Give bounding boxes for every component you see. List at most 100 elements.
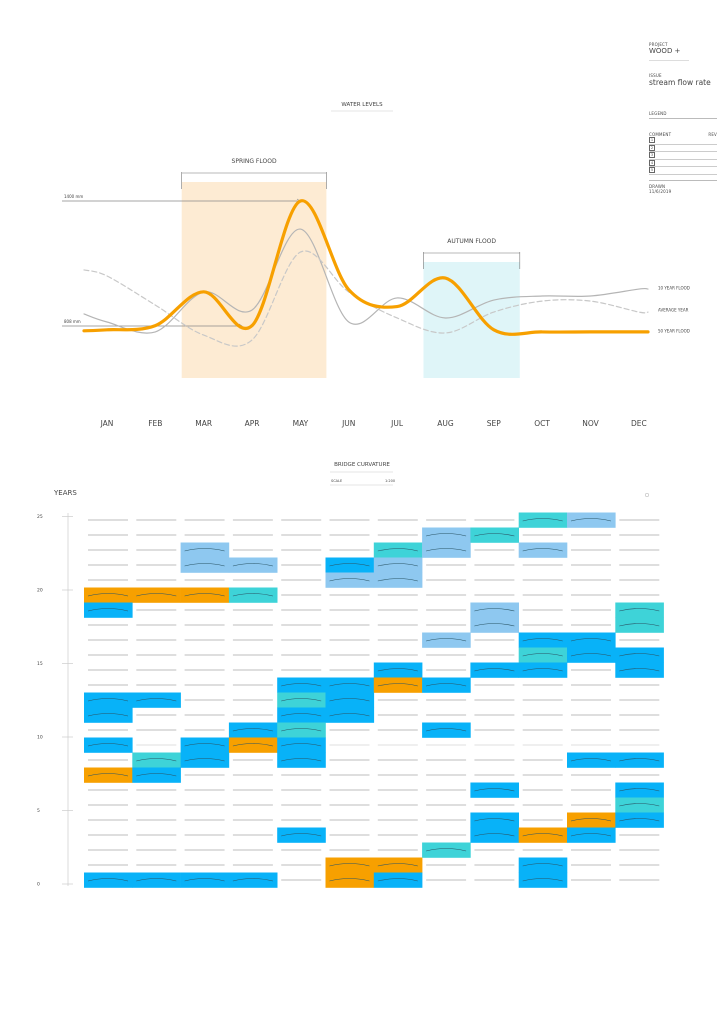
y-tick-label: 5 bbox=[37, 808, 40, 814]
curvature-arc bbox=[426, 683, 467, 687]
comment-row: 4 bbox=[649, 159, 717, 167]
curvature-cell bbox=[615, 602, 664, 618]
curvature-arc bbox=[377, 668, 418, 672]
curvature-cell bbox=[373, 662, 423, 678]
series-label: 10 YEAR FLOOD bbox=[658, 286, 690, 291]
curvature-cell bbox=[518, 542, 568, 558]
curvature-arc bbox=[619, 788, 660, 792]
curvature-arc bbox=[281, 713, 322, 717]
curvature-cell bbox=[615, 617, 664, 633]
curvature-arc bbox=[474, 818, 515, 822]
curvature-cell bbox=[422, 722, 471, 738]
divider bbox=[649, 179, 717, 181]
curvature-arc bbox=[87, 773, 129, 777]
curvature-cell bbox=[518, 512, 568, 528]
curvature-cell bbox=[277, 827, 326, 843]
curvature-arc bbox=[232, 593, 273, 597]
title-block: PROJECT WOOD + ISSUE stream flow rate LE… bbox=[649, 42, 717, 194]
curvature-cell bbox=[470, 812, 519, 828]
curvature-arc bbox=[329, 878, 370, 882]
curvature-arc bbox=[232, 743, 273, 747]
curvature-arc bbox=[136, 758, 177, 762]
curvature-cell bbox=[615, 662, 664, 678]
curvature-arc bbox=[570, 638, 612, 642]
curvature-cell bbox=[518, 632, 568, 648]
month-label: JUL bbox=[390, 419, 404, 428]
curvature-cell bbox=[373, 857, 423, 873]
curvature-arc bbox=[426, 848, 467, 852]
curvature-arc bbox=[87, 593, 129, 597]
curvature-arc bbox=[619, 758, 660, 762]
comment-number: 3 bbox=[649, 152, 655, 159]
y-tick-label: 0 bbox=[37, 882, 40, 888]
month-label: MAY bbox=[293, 419, 309, 428]
curvature-arc bbox=[329, 698, 370, 702]
curvature-arc bbox=[281, 698, 322, 702]
curvature-cell bbox=[132, 872, 181, 888]
curvature-arc bbox=[281, 833, 322, 837]
curvature-cell bbox=[325, 872, 375, 888]
bridge-curvature-title: BRIDGE CURVATURE bbox=[334, 462, 390, 468]
curvature-cell bbox=[518, 857, 568, 873]
curvature-cell bbox=[615, 752, 664, 768]
month-label: DEC bbox=[631, 419, 647, 428]
month-label: AUG bbox=[437, 419, 454, 428]
curvature-cell bbox=[615, 797, 664, 813]
curvature-arc bbox=[474, 788, 515, 792]
curvature-cell bbox=[615, 812, 664, 828]
curvature-arc bbox=[474, 833, 515, 837]
curvature-cell bbox=[228, 587, 278, 603]
curvature-arc bbox=[184, 758, 225, 762]
curvature-cell bbox=[567, 632, 616, 648]
period-label: SPRING FLOOD bbox=[232, 158, 277, 165]
curvature-cell bbox=[470, 662, 519, 678]
project-subtitle-line bbox=[649, 58, 689, 61]
comment-row: 5 bbox=[649, 167, 717, 175]
curvature-arc bbox=[136, 773, 177, 777]
curvature-arc bbox=[377, 878, 418, 882]
curvature-cell bbox=[228, 737, 278, 753]
series-label: 50 YEAR FLOOD bbox=[658, 329, 690, 334]
month-label: JUN bbox=[341, 419, 355, 428]
curvature-arc bbox=[329, 563, 370, 567]
curvature-arc bbox=[522, 833, 563, 837]
curvature-arc bbox=[87, 878, 129, 882]
curvature-arc bbox=[426, 638, 467, 642]
curvature-arc bbox=[136, 698, 177, 702]
curvature-arc bbox=[570, 833, 612, 837]
curvature-arc bbox=[474, 533, 515, 537]
curvature-cell bbox=[567, 812, 616, 828]
month-label: FEB bbox=[148, 419, 162, 428]
curvature-cell bbox=[84, 707, 133, 723]
project-label: PROJECT bbox=[649, 42, 668, 47]
curvature-cell bbox=[180, 737, 230, 753]
curvature-arc bbox=[522, 518, 563, 522]
curvature-cell bbox=[373, 572, 423, 588]
curvature-cell bbox=[470, 827, 519, 843]
curvature-arc bbox=[184, 743, 225, 747]
month-label: OCT bbox=[534, 419, 550, 428]
curvature-arc bbox=[619, 668, 660, 672]
curvature-arc bbox=[281, 728, 322, 732]
curvature-cell bbox=[325, 677, 375, 693]
curvature-arc bbox=[232, 878, 273, 882]
curvature-arc bbox=[426, 548, 467, 552]
curvature-cell bbox=[132, 692, 181, 708]
curvature-cell bbox=[277, 677, 326, 693]
month-label: APR bbox=[245, 419, 260, 428]
curvature-arc bbox=[232, 563, 273, 567]
curvature-cell bbox=[567, 827, 616, 843]
curvature-cell bbox=[373, 542, 423, 558]
curvature-arc bbox=[136, 878, 177, 882]
curvature-cell bbox=[373, 872, 423, 888]
curvature-cell bbox=[422, 677, 471, 693]
curvature-arc bbox=[87, 608, 129, 612]
curvature-arc bbox=[570, 653, 612, 657]
water-levels-title: WATER LEVELS bbox=[341, 102, 383, 108]
curvature-arc bbox=[570, 758, 612, 762]
curvature-arc bbox=[474, 608, 515, 612]
curvature-cell bbox=[277, 692, 326, 708]
curvature-arc bbox=[329, 578, 370, 582]
